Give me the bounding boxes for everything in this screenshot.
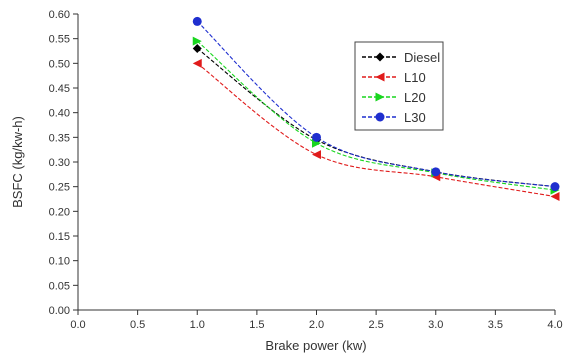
x-tick-label: 3.0 xyxy=(428,319,443,331)
series-lines xyxy=(196,21,556,198)
x-axis-label: Brake power (kw) xyxy=(265,338,366,353)
y-tick-label: 0.45 xyxy=(49,83,70,95)
legend-label-l30: L30 xyxy=(404,110,426,125)
data-point-l10 xyxy=(312,150,321,160)
y-tick-label: 0.40 xyxy=(49,108,70,120)
y-tick-label: 0.15 xyxy=(49,231,70,243)
y-tick-label: 0.30 xyxy=(49,157,70,169)
data-point-l30 xyxy=(431,167,441,177)
series-line-l20 xyxy=(196,40,556,191)
y-tick-label: 0.05 xyxy=(49,280,70,292)
data-point-l10 xyxy=(550,192,560,202)
series-markers xyxy=(192,16,560,202)
x-tick-label: 3.5 xyxy=(488,319,503,331)
legend-label-l10: L10 xyxy=(404,70,426,85)
y-ticks: 0.00 0.05 0.10 0.15 0.20 0.25 0.30 0.35 0.40 0.45… xyxy=(49,9,78,317)
data-point-l30 xyxy=(312,132,321,142)
y-axis-label: BSFC (kg/kw-h) xyxy=(10,116,25,208)
legend: Diesel L10 L20 L30 xyxy=(354,41,444,131)
x-ticks: 0.0 0.5 1.0 1.5 2.0 2.5 3.0 3.5 4.0 xyxy=(70,310,563,331)
y-tick-label: 0.55 xyxy=(49,34,70,46)
legend-marker-diesel xyxy=(375,52,385,62)
plot-area xyxy=(77,14,555,311)
x-tick-label: 0.0 xyxy=(70,319,85,331)
y-tick-label: 0.25 xyxy=(49,182,70,194)
legend-marker-l10 xyxy=(375,72,385,82)
x-tick-label: 2.5 xyxy=(368,319,383,331)
x-tick-label: 2.0 xyxy=(309,319,324,331)
legend-label-l20: L20 xyxy=(404,90,426,105)
x-tick-label: 1.0 xyxy=(190,319,205,331)
y-tick-label: 0.60 xyxy=(49,9,70,21)
y-tick-label: 0.50 xyxy=(49,58,70,70)
legend-marker-l20 xyxy=(375,92,385,102)
y-tick-label: 0.10 xyxy=(49,256,70,268)
legend-label-diesel: Diesel xyxy=(404,50,440,65)
series-line-l30 xyxy=(196,21,556,188)
series-line-l10 xyxy=(196,62,556,198)
y-tick-label: 0.35 xyxy=(49,132,70,144)
data-point-l20 xyxy=(192,36,202,46)
data-point-diesel xyxy=(192,44,202,54)
series-line-diesel xyxy=(196,48,556,188)
data-point-l30 xyxy=(550,182,560,192)
data-point-l10 xyxy=(192,58,202,68)
x-tick-label: 0.5 xyxy=(130,319,145,331)
legend-marker-l30 xyxy=(375,112,385,122)
y-tick-label: 0.20 xyxy=(49,206,70,218)
data-point-l30 xyxy=(192,16,202,26)
x-tick-label: 4.0 xyxy=(547,319,562,331)
y-tick-label: 0.00 xyxy=(49,305,70,317)
x-tick-label: 1.5 xyxy=(249,319,264,331)
